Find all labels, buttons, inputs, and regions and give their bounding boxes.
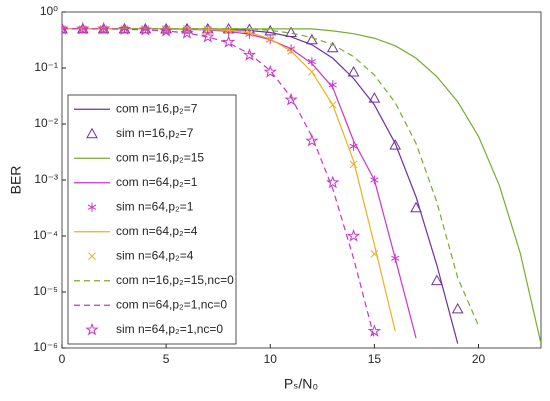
- marker: [347, 65, 360, 77]
- marker: [62, 21, 69, 35]
- marker: [328, 80, 337, 90]
- legend-label: sim n=16,p₂=7: [116, 126, 194, 140]
- marker: [180, 26, 194, 39]
- marker: [221, 35, 236, 48]
- legend-label: sim n=64,p₂=4: [116, 248, 194, 262]
- marker: [87, 202, 97, 212]
- marker: [308, 68, 316, 76]
- marker: [326, 175, 340, 189]
- marker: [389, 139, 402, 150]
- marker: [349, 160, 358, 169]
- x-axis-title: Pₛ/N₀: [284, 376, 319, 392]
- y-tick-label: 10⁻⁵: [33, 284, 58, 298]
- marker: [370, 175, 379, 185]
- x-tick-label: 15: [368, 352, 382, 366]
- marker: [159, 23, 173, 37]
- marker: [201, 29, 215, 43]
- marker: [305, 133, 319, 147]
- y-tick-label: 10⁰: [40, 4, 58, 18]
- y-tick-label: 10⁻²: [34, 116, 58, 130]
- marker: [85, 322, 99, 336]
- legend-label: sim n=64,p₂=1: [116, 199, 194, 213]
- marker: [138, 22, 152, 36]
- legend-label: com n=16,p₂=7: [116, 101, 198, 115]
- marker: [245, 28, 254, 37]
- x-tick-label: 5: [163, 352, 170, 366]
- marker: [370, 249, 379, 258]
- y-tick-label: 10⁻³: [34, 172, 58, 186]
- marker: [431, 274, 443, 286]
- marker: [287, 47, 295, 55]
- marker: [349, 141, 358, 151]
- series-line: [62, 28, 375, 339]
- legend-label: com n=16,p₂=15,nc=0: [116, 273, 234, 287]
- marker: [76, 21, 90, 35]
- plot-layer: [62, 21, 541, 344]
- marker: [367, 324, 382, 337]
- x-tick-label: 10: [264, 352, 278, 366]
- marker: [263, 64, 277, 78]
- y-axis-title: BER: [8, 166, 24, 195]
- marker: [96, 21, 111, 35]
- legend-label: com n=64,p₂=1: [116, 175, 198, 189]
- x-tick-label: 20: [472, 352, 486, 366]
- marker: [368, 92, 381, 103]
- marker: [451, 302, 464, 314]
- marker: [88, 252, 96, 261]
- marker: [266, 35, 275, 43]
- marker: [306, 33, 318, 45]
- legend-label: com n=16,p₂=15: [116, 150, 204, 164]
- marker: [391, 253, 400, 263]
- y-tick-label: 10⁻⁶: [33, 340, 58, 354]
- legend-label: com n=64,p₂=1,nc=0: [116, 297, 227, 311]
- legend: com n=16,p₂=7 sim n=16,p₂=7 com n=16,p₂=15…: [67, 94, 237, 345]
- marker: [346, 228, 361, 242]
- marker: [86, 127, 98, 139]
- legend-label: sim n=64,p₂=1,nc=0: [116, 322, 223, 336]
- legend-label: com n=64,p₂=4: [116, 224, 198, 238]
- marker: [285, 26, 297, 38]
- marker: [117, 22, 132, 36]
- marker: [307, 57, 317, 67]
- y-tick-label: 10⁻¹: [34, 60, 58, 74]
- marker: [224, 26, 233, 35]
- y-tick-label: 10⁻⁴: [33, 228, 58, 242]
- marker: [242, 48, 257, 61]
- x-tick-label: 0: [59, 352, 66, 366]
- marker: [410, 201, 422, 213]
- marker: [326, 41, 339, 53]
- marker: [284, 92, 298, 106]
- marker: [328, 100, 337, 109]
